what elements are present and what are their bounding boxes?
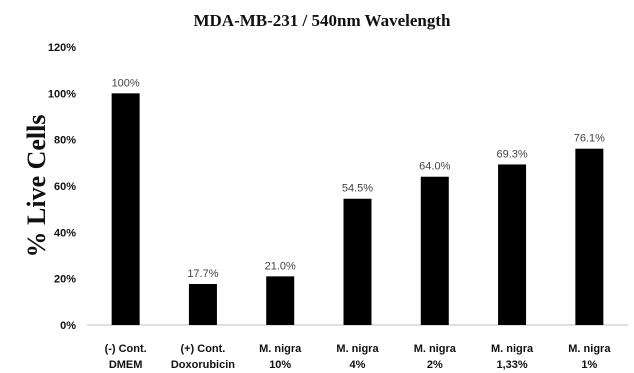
- bar: [266, 276, 295, 325]
- x-tick-label: 1%: [581, 359, 597, 371]
- data-label: 21.0%: [265, 260, 296, 272]
- y-axis-ticks: 0% 20% 40% 60% 80% 100% 120%: [48, 42, 76, 332]
- x-tick-label: (+) Cont.: [180, 343, 225, 355]
- y-tick-label: 60%: [54, 181, 76, 193]
- bars: [111, 93, 604, 325]
- x-tick-label: 4%: [350, 359, 366, 371]
- bar: [111, 93, 140, 325]
- x-tick-label: Doxorubicin: [171, 359, 235, 371]
- x-tick-label: M. nigra: [336, 343, 379, 355]
- chart-title: MDA-MB-231 / 540nm Wavelength: [193, 11, 451, 30]
- data-label: 17.7%: [187, 268, 218, 280]
- bar: [343, 198, 372, 325]
- y-tick-label: 100%: [48, 88, 76, 100]
- data-label: 54.5%: [342, 183, 373, 195]
- data-label: 69.3%: [496, 148, 527, 160]
- data-label: 100%: [112, 77, 140, 89]
- y-tick-label: 120%: [48, 42, 76, 54]
- bar: [498, 164, 527, 325]
- y-tick-label: 40%: [54, 227, 76, 239]
- data-labels: 100% 17.7% 21.0% 54.5% 64.0% 69.3% 76.1%: [112, 77, 606, 280]
- y-axis-label: % Live Cells: [22, 115, 51, 258]
- data-label: 64.0%: [419, 161, 450, 173]
- x-tick-label: 2%: [427, 359, 443, 371]
- y-tick-label: 0%: [60, 320, 76, 332]
- x-tick-label: M. nigra: [414, 343, 457, 355]
- x-tick-label: (-) Cont.: [105, 343, 147, 355]
- x-tick-label: M. nigra: [568, 343, 611, 355]
- bar: [420, 176, 449, 325]
- x-tick-label: 10%: [269, 359, 291, 371]
- x-tick-label: 1,33%: [496, 359, 527, 371]
- data-label: 76.1%: [574, 133, 605, 145]
- x-tick-label: M. nigra: [259, 343, 302, 355]
- y-tick-label: 80%: [54, 135, 76, 147]
- x-tick-label: M. nigra: [491, 343, 534, 355]
- y-tick-label: 20%: [54, 274, 76, 286]
- x-tick-label: DMEM: [109, 359, 143, 371]
- bar: [575, 148, 604, 325]
- bar: [188, 283, 217, 325]
- x-axis-ticks: (-) Cont. DMEM (+) Cont. Doxorubicin M. nigr…: [105, 343, 612, 371]
